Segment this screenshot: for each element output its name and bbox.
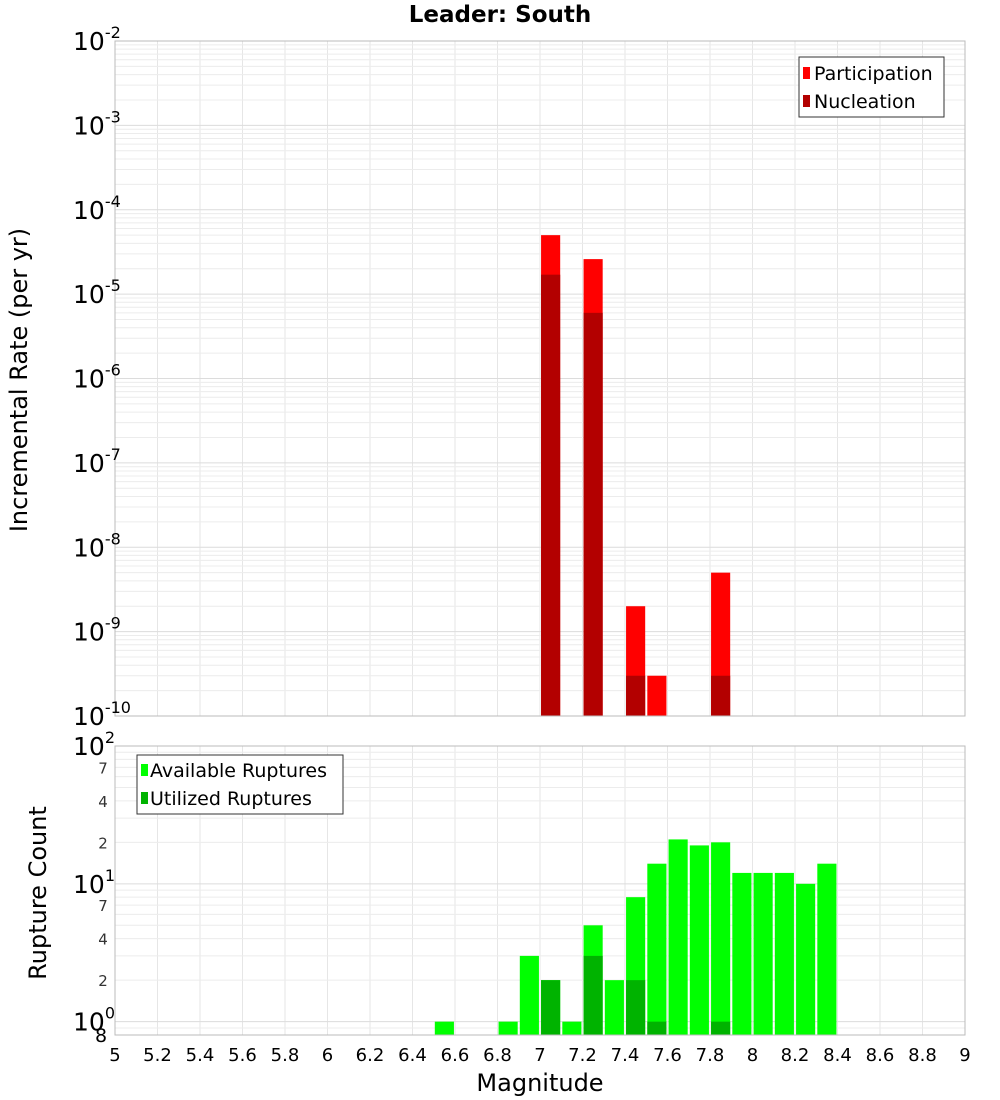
top-bars bbox=[541, 235, 731, 716]
x-tick-label: 7 bbox=[534, 1045, 545, 1066]
bottom-legend-box bbox=[136, 754, 344, 815]
x-tick-label: 7.4 bbox=[611, 1045, 640, 1066]
x-tick-label: 7.6 bbox=[653, 1045, 682, 1066]
x-tick-label: 7.8 bbox=[696, 1045, 725, 1066]
bottom-bar-available bbox=[689, 845, 709, 1035]
legend-swatch-utilized bbox=[141, 792, 148, 804]
top-bar-nucleation bbox=[583, 312, 603, 716]
x-tick-label: 6 bbox=[322, 1045, 333, 1066]
x-tick-label: 8.4 bbox=[823, 1045, 852, 1066]
bottom-y-minor-tick-label: 2 bbox=[98, 972, 108, 990]
x-axis-title: Magnitude bbox=[476, 1069, 603, 1097]
bottom-bar-available bbox=[434, 1021, 454, 1035]
top-y-tick-label: 10-5 bbox=[73, 276, 121, 309]
legend-swatch-nucleation bbox=[803, 95, 810, 107]
legend-label-participation: Participation bbox=[814, 63, 933, 85]
top-bar-participation bbox=[647, 675, 667, 716]
legend-label-nucleation: Nucleation bbox=[814, 91, 916, 113]
top-y-tick-label: 10-9 bbox=[73, 614, 121, 647]
bottom-bar-available bbox=[774, 872, 794, 1035]
legend-swatch-participation bbox=[803, 67, 810, 79]
top-y-tick-label: 10-3 bbox=[73, 107, 121, 140]
bottom-legend: Available Ruptures Utilized Ruptures bbox=[136, 754, 344, 815]
bottom-bar-available bbox=[604, 980, 624, 1035]
legend-label-utilized-ruptures: Utilized Ruptures bbox=[150, 788, 312, 810]
top-y-tick-label: 10-4 bbox=[73, 192, 121, 225]
x-tick-label: 6.8 bbox=[483, 1045, 512, 1066]
x-tick-label: 5.8 bbox=[271, 1045, 300, 1066]
bottom-bar-available bbox=[711, 842, 731, 1035]
x-tick-label: 8.2 bbox=[781, 1045, 810, 1066]
top-y-tick-label: 10-8 bbox=[73, 529, 121, 562]
bottom-y-axis-title: Rupture Count bbox=[24, 806, 52, 980]
bottom-bar-utilized bbox=[711, 1021, 731, 1035]
bottom-bar-available bbox=[562, 1021, 582, 1035]
bottom-y-ticks: 100 101 102 8 2 4 7 2 4 7 bbox=[73, 728, 115, 1047]
x-tick-label: 5.6 bbox=[228, 1045, 257, 1066]
legend-label-available-ruptures: Available Ruptures bbox=[150, 760, 327, 782]
x-tick-label: 5.4 bbox=[186, 1045, 215, 1066]
legend-swatch-available bbox=[141, 764, 148, 776]
top-y-tick-label: 10-10 bbox=[73, 698, 131, 731]
top-y-tick-label: 10-6 bbox=[73, 361, 121, 394]
bottom-y-minor-tick-label: 8 bbox=[95, 1025, 107, 1047]
bottom-grid bbox=[114, 746, 966, 1036]
bottom-y-minor-tick-label: 4 bbox=[98, 793, 108, 811]
top-legend-box bbox=[798, 56, 945, 118]
chart-title: Leader: South bbox=[409, 2, 592, 28]
bottom-bar-utilized bbox=[626, 980, 646, 1035]
x-tick-label: 8 bbox=[747, 1045, 758, 1066]
top-bar-nucleation bbox=[626, 675, 646, 716]
x-tick-label: 6.6 bbox=[441, 1045, 470, 1066]
bottom-bar-available bbox=[519, 955, 539, 1035]
bottom-bar-utilized bbox=[647, 1021, 667, 1035]
x-tick-label: 9 bbox=[959, 1045, 970, 1066]
bottom-y-minor-tick-label: 7 bbox=[98, 759, 108, 777]
bottom-bar-available bbox=[796, 883, 816, 1035]
top-plot-frame bbox=[114, 40, 966, 717]
top-y-tick-label: 10-2 bbox=[73, 23, 121, 56]
x-tick-label: 6.2 bbox=[356, 1045, 385, 1066]
bottom-bar-available bbox=[732, 872, 752, 1035]
bottom-bar-utilized bbox=[583, 955, 603, 1035]
bottom-y-tick-label: 101 bbox=[73, 866, 115, 899]
x-tick-label: 8.6 bbox=[866, 1045, 895, 1066]
x-tick-label: 5.2 bbox=[143, 1045, 172, 1066]
bottom-bar-available bbox=[498, 1021, 518, 1035]
top-y-ticks: 10-10 10-9 10-8 10-7 10-6 10-5 10-4 10-3 10-2 bbox=[73, 23, 131, 731]
bottom-bar-available bbox=[817, 863, 837, 1035]
top-legend: Participation Nucleation bbox=[798, 56, 945, 118]
x-tick-label: 6.4 bbox=[398, 1045, 427, 1066]
bottom-y-minor-tick-label: 2 bbox=[98, 834, 108, 852]
bottom-bar-available bbox=[668, 839, 688, 1035]
bottom-y-minor-tick-label: 4 bbox=[98, 931, 108, 949]
bottom-y-tick-label: 100 bbox=[73, 1004, 115, 1037]
top-bar-nucleation bbox=[711, 675, 731, 716]
x-tick-label: 5 bbox=[109, 1045, 120, 1066]
bottom-y-tick-label: 102 bbox=[73, 728, 115, 761]
x-tick-label: 7.2 bbox=[568, 1045, 597, 1066]
bottom-bar-available bbox=[647, 863, 667, 1035]
top-y-axis-title: Incremental Rate (per yr) bbox=[5, 228, 33, 532]
bottom-plot-frame bbox=[114, 745, 966, 1036]
top-grid bbox=[114, 41, 966, 717]
bottom-bars bbox=[434, 839, 837, 1035]
x-tick-label: 8.8 bbox=[908, 1045, 937, 1066]
top-y-tick-label: 10-7 bbox=[73, 445, 121, 478]
bottom-y-minor-tick-label: 7 bbox=[98, 897, 108, 915]
top-bar-nucleation bbox=[541, 274, 561, 716]
x-ticks: 5 5.2 5.4 5.6 5.8 6 6.2 6.4 6.6 6.8 7 7.2 7.4 7.6 7.8 8… bbox=[109, 1045, 970, 1066]
bottom-bar-available bbox=[753, 872, 773, 1035]
bottom-bar-utilized bbox=[541, 980, 561, 1035]
